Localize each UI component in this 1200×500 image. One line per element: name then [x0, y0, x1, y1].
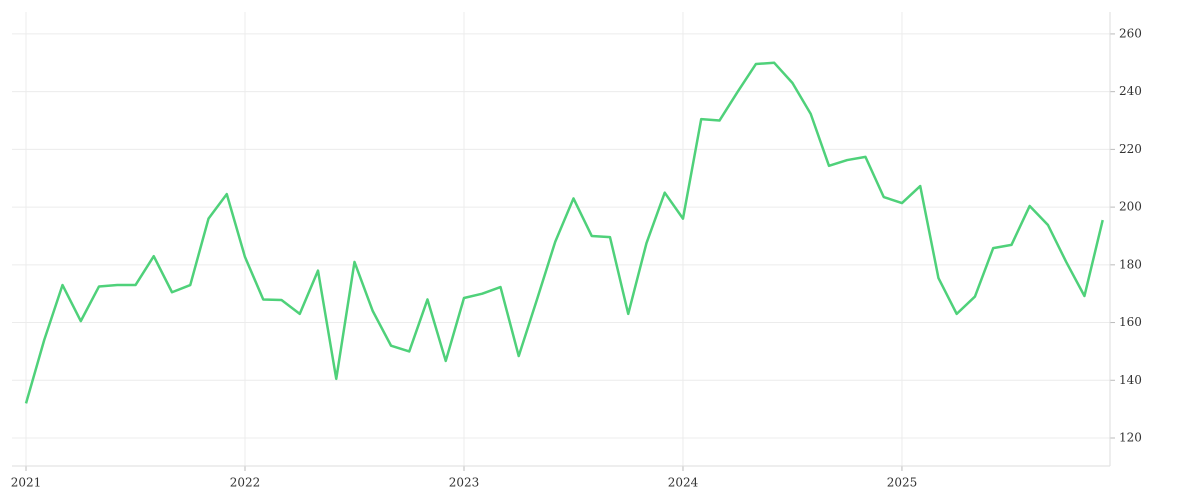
y-tick-label: 120 [1119, 431, 1142, 445]
x-tick-label: 2021 [11, 476, 42, 490]
x-tick-label: 2025 [887, 476, 918, 490]
line-series [24, 61, 1104, 404]
y-tick-label: 160 [1119, 315, 1142, 329]
y-tick-label: 180 [1119, 257, 1142, 271]
y-tick-label: 220 [1119, 142, 1142, 156]
y-tick-label: 200 [1119, 200, 1142, 214]
y-tick-label: 260 [1119, 26, 1142, 40]
x-tick-label: 2023 [449, 476, 480, 490]
y-tick-label: 240 [1119, 84, 1142, 98]
y-tick-label: 140 [1119, 373, 1142, 387]
x-tick-label: 2022 [230, 476, 261, 490]
x-tick-label: 2024 [668, 476, 699, 490]
